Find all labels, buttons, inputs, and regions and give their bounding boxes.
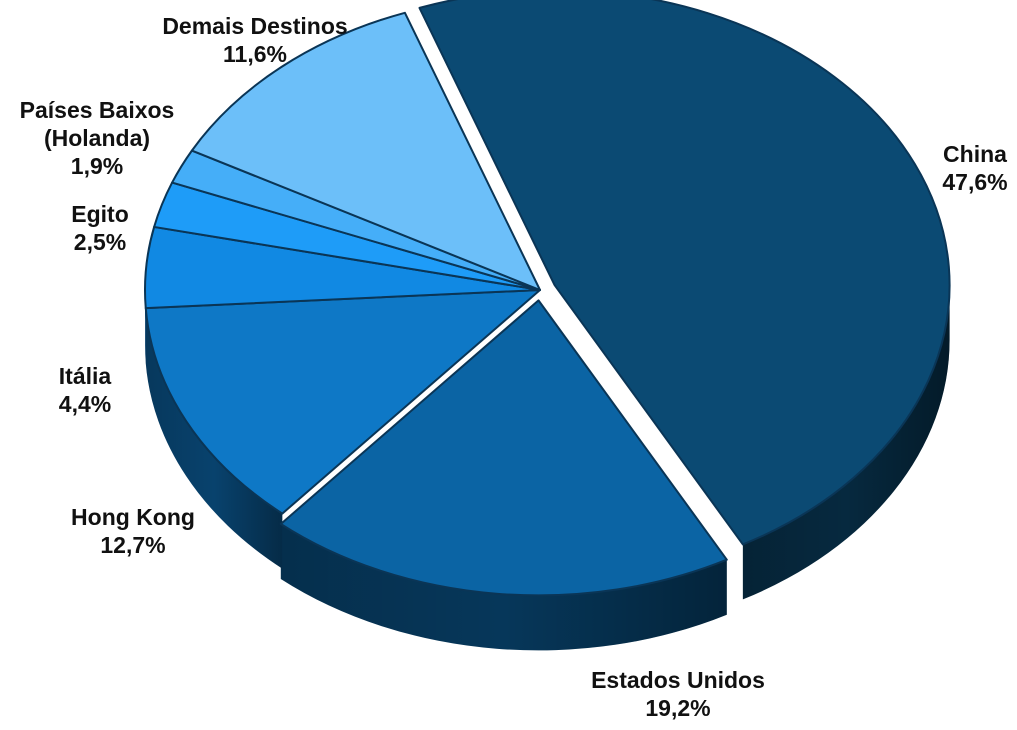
slice-label-china: China 47,6% [942, 141, 1007, 195]
slice-percent: 4,4% [59, 391, 111, 417]
slice-name: Demais Destinos [162, 13, 347, 39]
slice-label-paises-baixos-holanda: Países Baixos (Holanda) 1,9% [20, 97, 175, 179]
slice-label-hong-kong: Hong Kong 12,7% [71, 504, 195, 558]
slice-percent: 2,5% [74, 229, 126, 255]
slice-label-estados-unidos: Estados Unidos 19,2% [591, 667, 765, 721]
slice-percent: 11,6% [223, 41, 287, 67]
slice-name: Estados Unidos [591, 667, 765, 693]
slice-name: China [943, 141, 1007, 167]
slice-label-egito: Egito 2,5% [71, 201, 129, 255]
slice-name: Egito [71, 201, 129, 227]
slice-percent: 19,2% [645, 695, 710, 721]
slice-percent: 1,9% [71, 153, 123, 179]
slice-name: Hong Kong [71, 504, 195, 530]
slice-percent: 12,7% [100, 532, 165, 558]
slice-percent: 47,6% [942, 169, 1007, 195]
slice-label-italia: Itália 4,4% [59, 363, 112, 417]
slice-name: Países Baixos [20, 97, 175, 123]
slice-name: (Holanda) [44, 125, 150, 151]
slice-name: Itália [59, 363, 112, 389]
